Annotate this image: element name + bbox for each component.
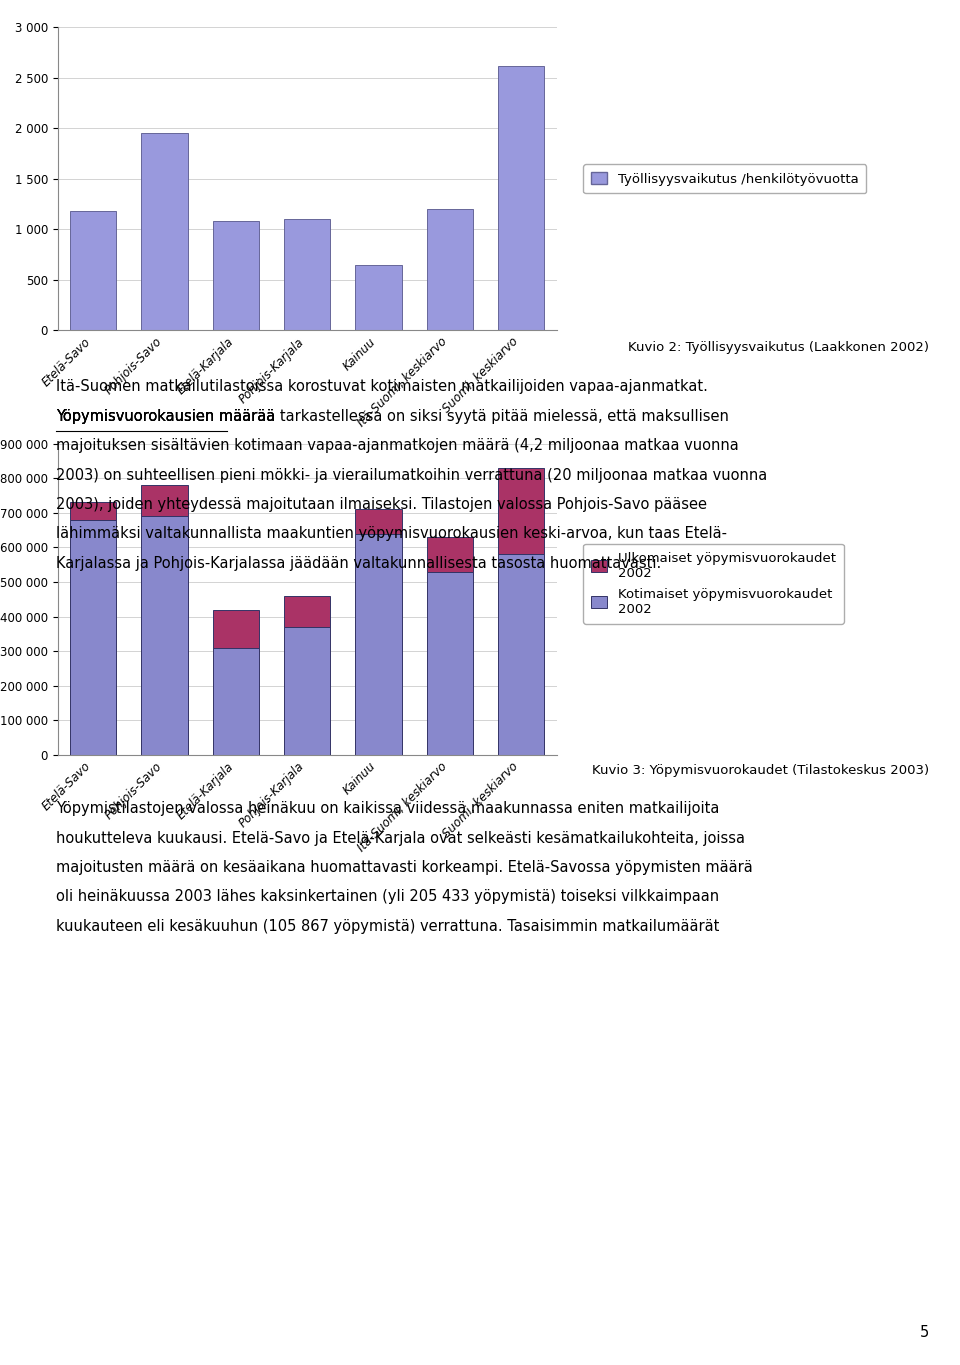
Bar: [284, 627, 330, 755]
Bar: [141, 485, 188, 516]
Bar: [70, 212, 116, 330]
Text: majoituksen sisältävien kotimaan vapaa-ajanmatkojen määrä (4,2 miljoonaa matkaa : majoituksen sisältävien kotimaan vapaa-a…: [56, 438, 738, 453]
Text: Kuvio 3: Yöpymisvuorokaudet (Tilastokeskus 2003): Kuvio 3: Yöpymisvuorokaudet (Tilastokesk…: [592, 764, 929, 778]
Legend: Työllisyysvaikutus /henkilötyövuotta: Työllisyysvaikutus /henkilötyövuotta: [584, 164, 866, 194]
Text: Karjalassa ja Pohjois-Karjalassa jäädään valtakunnallisesta tasosta huomattavast: Karjalassa ja Pohjois-Karjalassa jäädään…: [56, 556, 660, 571]
Bar: [498, 554, 544, 755]
Text: 5: 5: [920, 1325, 929, 1340]
Bar: [141, 516, 188, 755]
Bar: [213, 647, 259, 755]
Bar: [213, 610, 259, 647]
Bar: [70, 520, 116, 755]
Bar: [426, 209, 473, 330]
Text: Yöpymisvuorokausien määrää: Yöpymisvuorokausien määrää: [56, 410, 275, 423]
Bar: [141, 134, 188, 330]
Bar: [355, 265, 401, 330]
Text: oli heinäkuussa 2003 lähes kaksinkertainen (yli 205 433 yöpymistä) toiseksi vilk: oli heinäkuussa 2003 lähes kaksinkertain…: [56, 890, 719, 904]
Bar: [284, 220, 330, 330]
Text: majoitusten määrä on kesäaikana huomattavasti korkeampi. Etelä-Savossa yöpymiste: majoitusten määrä on kesäaikana huomatta…: [56, 860, 753, 875]
Text: lähimmäksi valtakunnallista maakuntien yöpymisvuorokausien keski-arvoa, kun taas: lähimmäksi valtakunnallista maakuntien y…: [56, 526, 727, 541]
Text: Yöpymisvuorokausien määrää tarkastellessa on siksi syytä pitää mielessä, että ma: Yöpymisvuorokausien määrää tarkastelless…: [56, 410, 729, 423]
Bar: [355, 534, 401, 755]
Text: Yöpymistilastojen valossa heinäkuu on kaikissa viidessä maakunnassa eniten matka: Yöpymistilastojen valossa heinäkuu on ka…: [56, 801, 719, 816]
Bar: [426, 536, 473, 572]
Bar: [426, 572, 473, 755]
Text: 2003) on suhteellisen pieni mökki- ja vierailumatkoihin verrattuna (20 miljoonaa: 2003) on suhteellisen pieni mökki- ja vi…: [56, 467, 767, 482]
Text: Kuvio 2: Työllisyysvaikutus (Laakkonen 2002): Kuvio 2: Työllisyysvaikutus (Laakkonen 2…: [628, 341, 929, 355]
Text: kuukauteen eli kesäkuuhun (105 867 yöpymistä) verrattuna. Tasaisimmin matkailumä: kuukauteen eli kesäkuuhun (105 867 yöpym…: [56, 919, 719, 934]
Text: Yöpymisvuorokausien määrää: Yöpymisvuorokausien määrää: [56, 410, 275, 423]
Text: houkutteleva kuukausi. Etelä-Savo ja Etelä-Karjala ovat selkeästi kesämatkailuko: houkutteleva kuukausi. Etelä-Savo ja Ete…: [56, 830, 745, 845]
Text: 2003), joiden yhteydessä majoitutaan ilmaiseksi. Tilastojen valossa Pohjois-Savo: 2003), joiden yhteydessä majoitutaan ilm…: [56, 497, 707, 512]
Bar: [213, 221, 259, 330]
Bar: [284, 595, 330, 627]
Bar: [498, 468, 544, 554]
Text: Itä-Suomen matkailutilastoissa korostuvat kotimaisten matkailijoiden vapaa-ajanm: Itä-Suomen matkailutilastoissa korostuva…: [56, 379, 708, 394]
Legend: Ulkomaiset yöpymisvuorokaudet
2002, Kotimaiset yöpymisvuorokaudet
2002: Ulkomaiset yöpymisvuorokaudet 2002, Koti…: [584, 543, 844, 624]
Bar: [355, 509, 401, 534]
Bar: [498, 66, 544, 330]
Bar: [70, 502, 116, 520]
